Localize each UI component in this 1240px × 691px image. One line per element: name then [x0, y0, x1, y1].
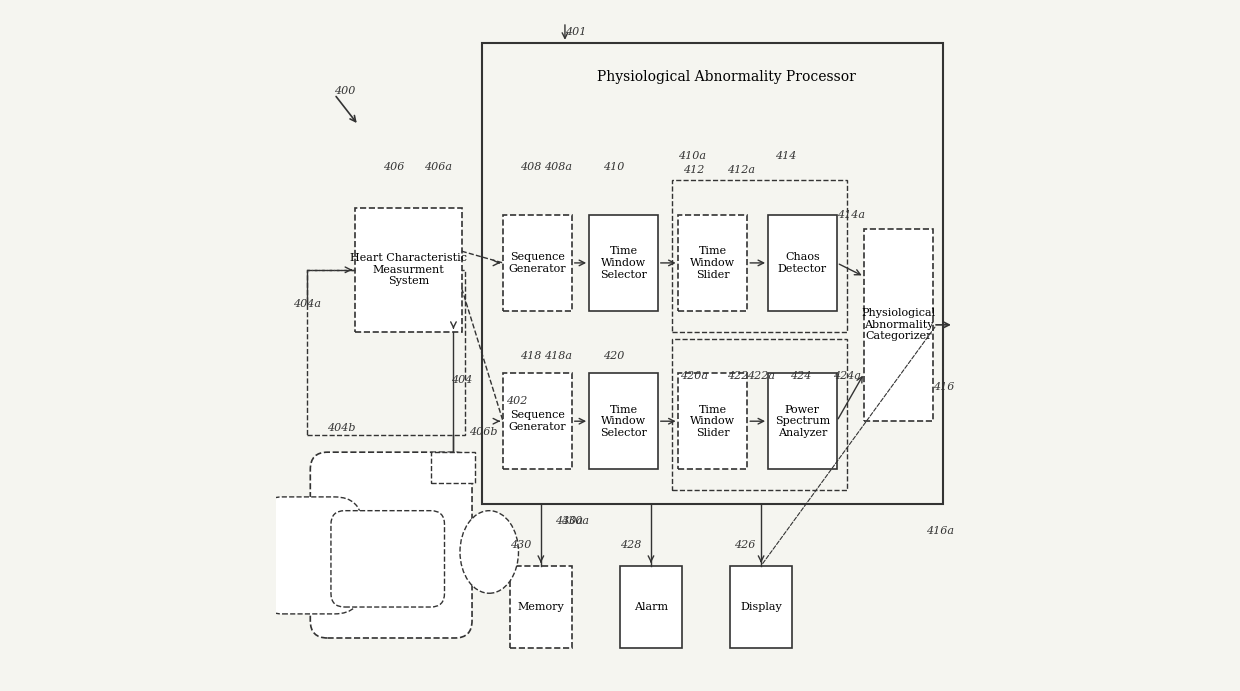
- Text: 408a: 408a: [544, 162, 573, 171]
- Text: 420a: 420a: [680, 372, 708, 381]
- Text: 412: 412: [683, 165, 704, 175]
- Text: 416: 416: [934, 382, 955, 392]
- Text: 406b: 406b: [469, 426, 497, 437]
- Text: 410a: 410a: [678, 151, 707, 161]
- Text: 408: 408: [521, 162, 542, 171]
- Bar: [672, 339, 847, 490]
- Bar: [678, 215, 748, 311]
- Text: Time
Window
Selector: Time Window Selector: [600, 246, 647, 280]
- Text: Physiological Abnormality Processor: Physiological Abnormality Processor: [598, 70, 856, 84]
- Bar: [503, 373, 572, 469]
- Text: 418: 418: [521, 351, 542, 361]
- FancyBboxPatch shape: [255, 497, 362, 614]
- Text: 404: 404: [451, 375, 472, 385]
- Ellipse shape: [460, 511, 518, 594]
- Text: Sequence
Generator: Sequence Generator: [508, 252, 567, 274]
- Bar: [355, 208, 461, 332]
- Text: 416a: 416a: [926, 527, 955, 536]
- Text: 430a: 430a: [554, 516, 583, 526]
- Text: 430a: 430a: [562, 516, 589, 526]
- Text: 414a: 414a: [837, 210, 864, 220]
- Text: 404b: 404b: [327, 423, 356, 433]
- Text: Sequence
Generator: Sequence Generator: [508, 410, 567, 432]
- Text: Display: Display: [740, 602, 782, 612]
- Text: 424a: 424a: [833, 372, 862, 381]
- Text: 406: 406: [383, 162, 404, 171]
- Text: 430: 430: [510, 540, 531, 550]
- Text: Physiological
Abnormality
Categorizer: Physiological Abnormality Categorizer: [862, 308, 936, 341]
- Text: 404a: 404a: [293, 299, 321, 309]
- Text: 402: 402: [506, 395, 528, 406]
- Bar: [589, 215, 658, 311]
- Text: 406a: 406a: [424, 162, 451, 171]
- Text: Chaos
Detector: Chaos Detector: [777, 252, 827, 274]
- Bar: [768, 215, 837, 311]
- Text: 420: 420: [603, 351, 624, 361]
- Text: Memory: Memory: [517, 602, 564, 612]
- Text: 418a: 418a: [544, 351, 573, 361]
- Text: 424: 424: [790, 372, 811, 381]
- FancyBboxPatch shape: [310, 452, 472, 638]
- Text: 412a: 412a: [727, 165, 755, 175]
- Bar: [768, 373, 837, 469]
- Text: Alarm: Alarm: [634, 602, 668, 612]
- Bar: [864, 229, 934, 422]
- Text: Heart Characteristic
Measurment
System: Heart Characteristic Measurment System: [350, 253, 467, 286]
- Text: Time
Window
Selector: Time Window Selector: [600, 405, 647, 438]
- Text: 422: 422: [727, 372, 748, 381]
- Text: 422a: 422a: [748, 372, 775, 381]
- Text: Power
Spectrum
Analyzer: Power Spectrum Analyzer: [775, 405, 830, 438]
- Bar: [306, 269, 465, 435]
- Text: 400: 400: [335, 86, 356, 96]
- Text: Time
Window
Slider: Time Window Slider: [691, 405, 735, 438]
- Text: Time
Window
Slider: Time Window Slider: [691, 246, 735, 280]
- FancyBboxPatch shape: [331, 511, 444, 607]
- Bar: [510, 566, 572, 648]
- Bar: [730, 566, 792, 648]
- Bar: [678, 373, 748, 469]
- Bar: [672, 180, 847, 332]
- Text: 410: 410: [603, 162, 624, 171]
- Bar: [503, 215, 572, 311]
- Text: 428: 428: [620, 540, 641, 550]
- Text: 401: 401: [565, 28, 587, 37]
- Bar: [482, 43, 944, 504]
- Text: 426: 426: [734, 540, 755, 550]
- Text: 414: 414: [775, 151, 796, 161]
- Bar: [589, 373, 658, 469]
- Bar: [430, 452, 475, 483]
- Bar: [620, 566, 682, 648]
